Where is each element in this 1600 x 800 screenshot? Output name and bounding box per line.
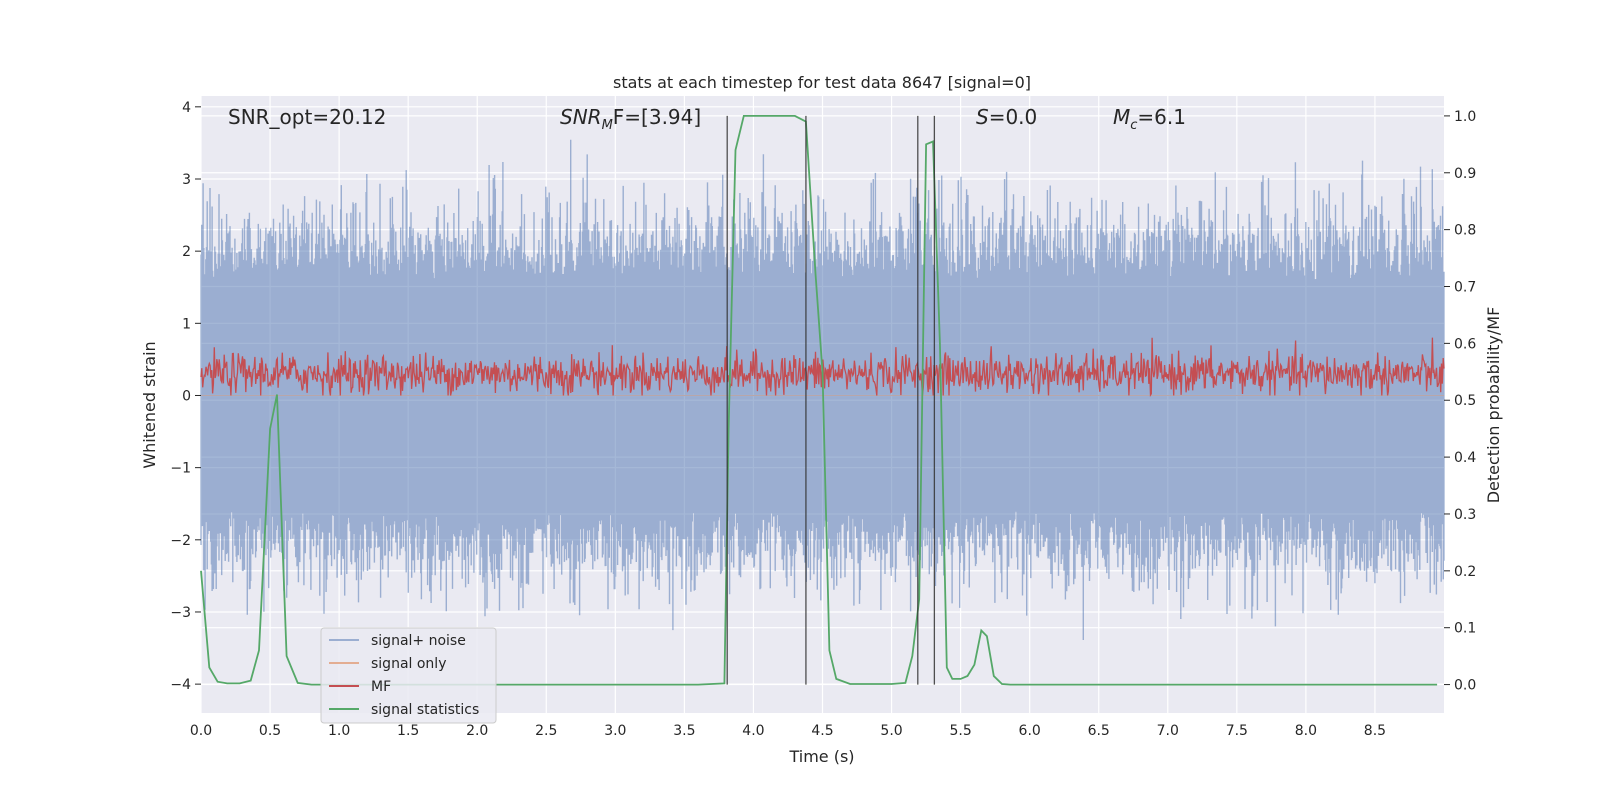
y-tick-label-right-0: 1.0 (1454, 109, 1476, 125)
y-tick-label-left-1: 3 (182, 172, 191, 188)
y-tick-label-right-3: 0.7 (1454, 280, 1476, 296)
chart-title: stats at each timestep for test data 864… (613, 73, 1031, 92)
y-tick-label-left-7: −3 (170, 605, 191, 621)
annotation-snr-mf-main: SNR (560, 105, 602, 129)
annotation-mc-main: M (1113, 105, 1130, 129)
x-tick-label-0: 0.0 (190, 723, 212, 739)
y-axis-label-right: Detection probability/MF (1484, 307, 1503, 504)
y-tick-label-left-4: 0 (182, 388, 191, 404)
x-tick-label-15: 7.5 (1226, 723, 1248, 739)
y-tick-label-right-10: 0.0 (1454, 678, 1476, 694)
annotation-mc: Mc=6.1 (1113, 105, 1186, 133)
signal-statistics-line (200, 115, 1438, 686)
x-tick-label-8: 4.0 (742, 723, 764, 739)
x-tick-label-1: 0.5 (259, 723, 281, 739)
x-tick-label-5: 2.5 (535, 723, 557, 739)
x-axis-label: Time (s) (788, 747, 854, 766)
annotation-mc-sub: c (1130, 118, 1137, 133)
y-axis-label-left: Whitened strain (140, 341, 159, 468)
legend-label-signal-statistics: signal statistics (371, 702, 479, 718)
y-tick-label-right-6: 0.4 (1454, 450, 1476, 466)
detection-vertical-lines (726, 115, 936, 685)
annotation-s-rest: =0.0 (989, 105, 1038, 129)
x-tick-label-3: 1.5 (397, 723, 419, 739)
y-tick-label-left-6: −2 (170, 533, 191, 549)
x-tick-label-11: 5.5 (949, 723, 971, 739)
y-tick-label-right-7: 0.3 (1454, 507, 1476, 523)
y-ticks-right: 1.0 0.9 0.8 0.7 0.6 0.5 0.4 0.3 0.2 0.1 0.0 (1444, 109, 1476, 694)
y-tick-label-right-8: 0.2 (1454, 564, 1476, 580)
x-tick-label-9: 4.5 (811, 723, 833, 739)
y-ticks-left: 4 3 2 1 0 −1 −2 −3 −4 (170, 100, 201, 693)
x-tick-label-12: 6.0 (1019, 723, 1041, 739)
y-tick-label-left-3: 1 (182, 316, 191, 332)
x-tick-label-17: 8.5 (1364, 723, 1386, 739)
legend: signal+ noise signal only MF signal stat… (320, 627, 497, 724)
annotation-snr-mf-rest: F=[3.94] (613, 105, 701, 129)
annotation-snr-mf-sub: M (602, 118, 613, 133)
legend-label-signal-only: signal only (371, 656, 446, 672)
y-tick-label-left-5: −1 (170, 461, 191, 477)
annotation-snr-mf: SNRMF=[3.94] (560, 105, 701, 133)
signal-noise-line (200, 139, 1445, 640)
x-tick-label-6: 3.0 (604, 723, 626, 739)
y-tick-label-left-2: 2 (182, 244, 191, 260)
legend-label-signal-noise: signal+ noise (371, 633, 466, 649)
y-tick-label-left-0: 4 (182, 100, 191, 116)
signal-statistics-series (200, 115, 1438, 686)
y-tick-label-right-5: 0.5 (1454, 393, 1476, 409)
annotation-snr-opt: SNR_opt=20.12 (228, 105, 386, 129)
x-tick-label-14: 7.0 (1157, 723, 1179, 739)
x-tick-label-16: 8.0 (1295, 723, 1317, 739)
x-tick-label-10: 5.0 (880, 723, 902, 739)
annotation-s: S=0.0 (976, 105, 1037, 129)
x-ticks: 0.0 0.5 1.0 1.5 2.0 2.5 3.0 3.5 4.0 4.5 5.0 5.5 6.0 6… (190, 723, 1386, 739)
annotation-s-main: S (976, 105, 989, 129)
legend-box (320, 627, 497, 724)
x-tick-label-2: 1.0 (328, 723, 350, 739)
y-tick-label-right-1: 0.9 (1454, 166, 1476, 182)
x-tick-label-7: 3.5 (673, 723, 695, 739)
y-tick-label-right-4: 0.6 (1454, 336, 1476, 352)
legend-label-mf: MF (371, 679, 391, 695)
y-tick-label-right-2: 0.8 (1454, 223, 1476, 239)
y-tick-label-left-8: −4 (170, 677, 191, 693)
annotation-mc-rest: =6.1 (1137, 105, 1186, 129)
x-tick-label-13: 6.5 (1088, 723, 1110, 739)
y-tick-label-right-9: 0.1 (1454, 621, 1476, 637)
x-tick-label-4: 2.0 (466, 723, 488, 739)
